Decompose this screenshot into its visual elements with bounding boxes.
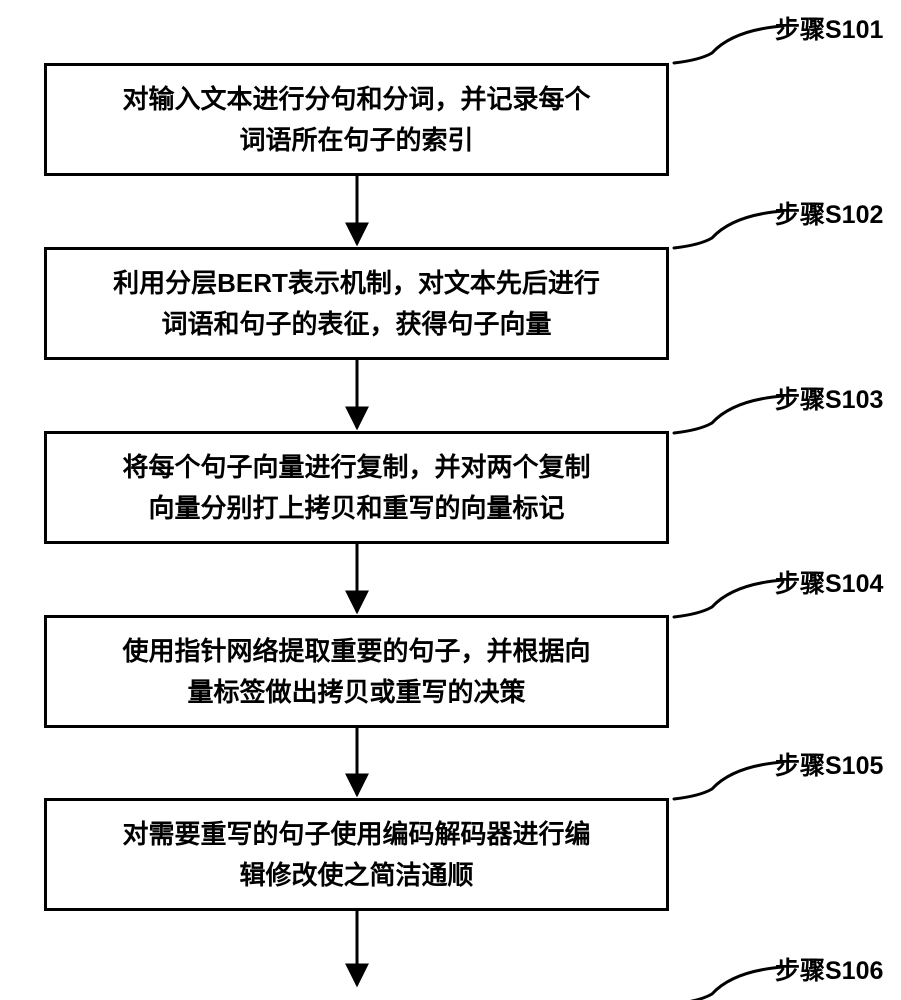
step-label-s101: 步骤S101 [775,10,883,46]
flow-node-s102: 利用分层BERT表示机制，对文本先后进行 词语和句子的表征，获得句子向量 [44,247,669,360]
flowchart-canvas: 对输入文本进行分句和分词，并记录每个 词语所在句子的索引 利用分层BERT表示机… [0,0,901,1000]
flow-node-line: 向量分别打上拷贝和重写的向量标记 [148,493,564,523]
connector-curve [674,396,783,433]
connector-curve [674,211,783,248]
flow-node-line: 将每个句子向量进行复制，并对两个复制 [122,452,590,482]
connector-curve [674,762,783,799]
step-label-s102: 步骤S102 [775,195,883,231]
connector-curve [674,26,783,63]
step-label-s104: 步骤S104 [775,564,883,600]
connector-curve [674,580,783,617]
flow-node-s104: 使用指针网络提取重要的句子，并根据向 量标签做出拷贝或重写的决策 [44,615,669,728]
flow-node-line: 使用指针网络提取重要的句子，并根据向 [122,636,590,666]
flow-node-line: 词语和句子的表征，获得句子向量 [161,309,551,339]
step-label-s105: 步骤S105 [775,746,883,782]
flow-node-line: 词语所在句子的索引 [239,125,473,155]
label-connectors [674,26,783,1000]
flow-node-s105: 对需要重写的句子使用编码解码器进行编 辑修改使之简洁通顺 [44,798,669,911]
flow-node-line: 辑修改使之简洁通顺 [239,860,473,890]
flow-node-s103: 将每个句子向量进行复制，并对两个复制 向量分别打上拷贝和重写的向量标记 [44,431,669,544]
connector-curve [674,967,783,1000]
flow-node-line: 量标签做出拷贝或重写的决策 [187,677,525,707]
step-label-s103: 步骤S103 [775,380,883,416]
flow-node-line: 对需要重写的句子使用编码解码器进行编 [122,819,590,849]
flow-node-line: 对输入文本进行分句和分词，并记录每个 [122,84,590,114]
step-label-s106: 步骤S106 [775,951,883,987]
flow-node-line: 利用分层BERT表示机制，对文本先后进行 [113,268,600,298]
flow-node-s101: 对输入文本进行分句和分词，并记录每个 词语所在句子的索引 [44,63,669,176]
